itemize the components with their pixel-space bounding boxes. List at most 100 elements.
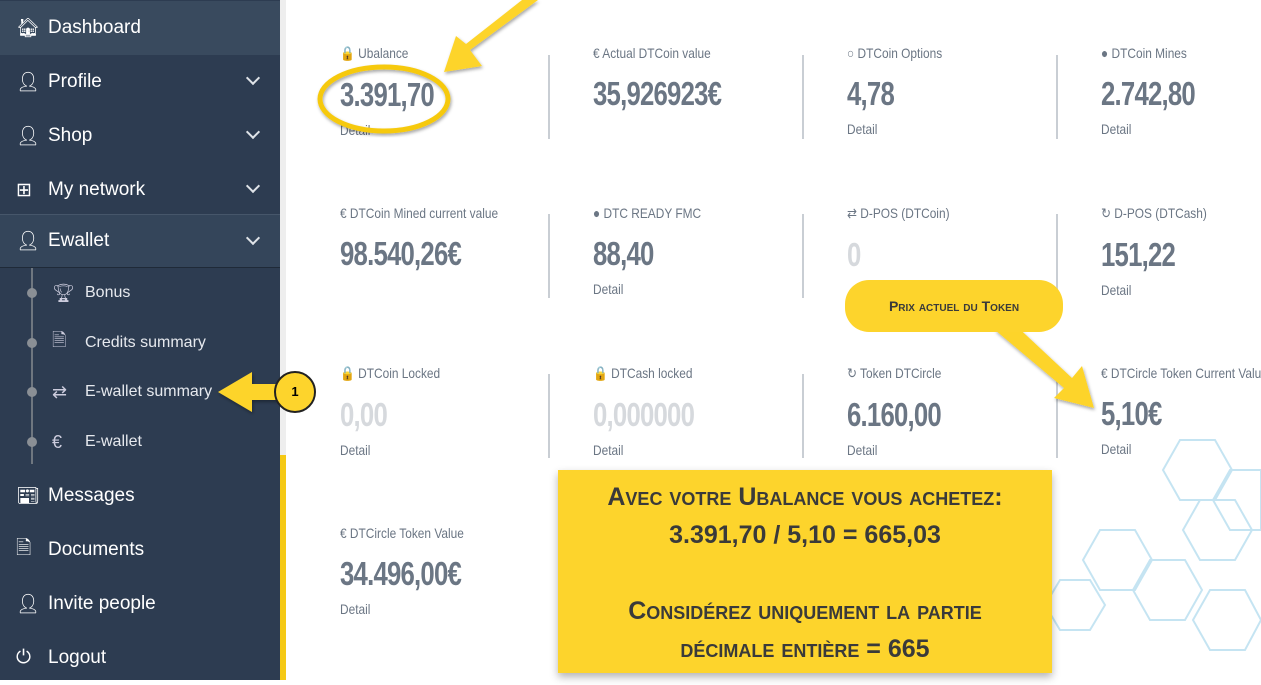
stat-card: ● DTCoin Mines 2.742,80 Detail [1101,45,1261,137]
tree-dot [27,288,37,298]
stat-value: 88,40 [593,235,654,272]
stat-value: 4,78 [847,75,895,112]
stat-card: 🔒 Ubalance 3.391,70 Detail [340,45,570,138]
detail-link[interactable]: Detail [340,601,371,617]
chevron-down-icon [245,178,261,194]
sidebar-edge-accent [280,455,286,680]
chevron-down-icon [245,230,261,246]
divider [802,214,804,298]
stat-card: € DTCircle Token Current Value 5,10€ Det… [1101,365,1261,457]
calculation-callout: Avec votre Ubalance vous achetez: 3.391,… [558,470,1052,673]
tree-dot [27,437,37,447]
user-icon: 👤︎ [16,231,41,252]
home-icon: 🏠︎ [16,18,41,39]
sidebar-item-my-network[interactable]: ⊞ My network [0,163,280,217]
detail-link[interactable]: Detail [593,281,624,297]
stat-label: ● DTC READY FMC [593,205,702,221]
user-icon: 👤︎ [16,126,41,147]
divider [802,374,804,458]
chevron-down-icon [245,70,261,86]
sidebar: 🏠︎ Dashboard 👤︎ Profile 👤︎ Shop ⊞ My network… [0,0,280,680]
sitemap-icon: ⊞ [16,179,32,201]
stat-value: 0 [847,236,861,273]
stat-label: € Actual DTCoin value [593,45,711,61]
stat-card: € DTCircle Token Value 34.496,00€ Detail [340,525,570,617]
stat-value: 3.391,70 [340,76,435,113]
stat-label: ↻ D-POS (DTCash) [1101,205,1207,221]
detail-link[interactable]: Detail [340,122,371,138]
callout-line: 3.391,70 / 5,10 = 665,03 [669,521,941,549]
stat-card: € Actual DTCoin value 35,926923€ [593,45,823,121]
step-badge: 1 [274,371,316,413]
detail-link[interactable]: Detail [847,121,878,137]
stat-value: 0,00 [340,396,388,433]
sidebar-item-logout[interactable]: ⏻ Logout [0,631,280,685]
divider [1056,214,1058,298]
stat-card: € DTCoin Mined current value 98.540,26€ [340,205,570,281]
stat-value: 35,926923€ [593,75,722,112]
stat-label: ↻ Token DTCircle [847,365,942,381]
sidebar-subitem-bonus[interactable]: 🏆︎ Bonus [0,268,280,318]
document-icon: 🗎 [52,330,67,350]
divider [1056,374,1058,458]
divider [548,374,550,458]
divider [548,214,550,298]
stat-card: 🔒 DTCoin Locked 0,00 Detail [340,365,570,458]
sidebar-item-profile[interactable]: 👤︎ Profile [0,55,280,109]
submenu-tree-line [31,268,33,464]
sidebar-item-ewallet[interactable]: 👤︎ Ewallet [0,214,280,268]
stat-label: 🔒 DTCash locked [593,365,693,381]
sidebar-item-invite-people[interactable]: 👤︎ Invite people [0,577,280,631]
sidebar-subitem-ewallet[interactable]: € E-wallet [0,417,280,467]
stat-card: ● DTC READY FMC 88,40 Detail [593,205,823,297]
detail-link[interactable]: Detail [1101,282,1132,298]
tree-dot [27,387,37,397]
detail-link[interactable]: Detail [593,442,624,458]
stat-value: 6.160,00 [847,396,942,433]
euro-icon: € [52,431,63,452]
stat-label: € DTCircle Token Current Value [1101,365,1261,381]
sidebar-item-dashboard[interactable]: 🏠︎ Dashboard [0,1,280,55]
stat-label: 🔒 DTCoin Locked [340,365,441,381]
divider [1056,55,1058,139]
sidebar-subitem-credits-summary[interactable]: 🗎 Credits summary [0,318,280,368]
stat-card: ○ DTCoin Options 4,78 Detail [847,45,1077,137]
chevron-down-icon [245,124,261,140]
user-icon: 👤︎ [16,72,41,93]
detail-link[interactable]: Detail [1101,121,1132,137]
sidebar-item-messages[interactable]: 📰︎ Messages [0,469,280,523]
sidebar-item-shop[interactable]: 👤︎ Shop [0,109,280,163]
stat-label: € DTCircle Token Value [340,525,464,541]
stat-value: 0,000000 [593,396,695,433]
divider [548,55,550,139]
stat-card: ↻ Token DTCircle 6.160,00 Detail [847,365,1077,458]
user-plus-icon: 👤︎ [16,594,41,615]
stat-label: ● DTCoin Mines [1101,45,1187,61]
detail-link[interactable]: Detail [340,442,371,458]
stat-card: ↻ D-POS (DTCash) 151,22 Detail [1101,205,1261,298]
stat-label: 🔒 Ubalance [340,45,409,61]
tree-dot [27,338,37,348]
stat-value: 98.540,26€ [340,235,462,272]
power-icon: ⏻ [16,647,32,668]
exchange-icon: ⇄ [52,381,68,402]
stat-value: 151,22 [1101,236,1176,273]
trophy-icon: 🏆︎ [52,282,75,303]
stat-value: 2.742,80 [1101,75,1196,112]
stat-label: ⇄ D-POS (DTCoin) [847,205,950,221]
stat-value: 5,10€ [1101,395,1162,432]
file-icon: 🗎 [16,538,32,559]
stat-value: 34.496,00€ [340,555,462,592]
sidebar-subitem-ewallet-summary[interactable]: ⇄ E-wallet summary [0,367,280,417]
callout-line: Avec votre Ubalance vous achetez: [607,483,1003,511]
detail-link[interactable]: Detail [1101,441,1132,457]
callout-line: décimale entière = 665 [680,635,930,663]
stat-label: ○ DTCoin Options [847,45,943,61]
stat-label: € DTCoin Mined current value [340,205,499,221]
token-price-callout: Prix actuel du Token [845,280,1063,332]
sidebar-item-documents[interactable]: 🗎 Documents [0,523,280,577]
stat-card: 🔒 DTCash locked 0,000000 Detail [593,365,823,458]
stat-card: ⇄ D-POS (DTCoin) 0 [847,205,1077,282]
divider [802,55,804,139]
detail-link[interactable]: Detail [847,442,878,458]
